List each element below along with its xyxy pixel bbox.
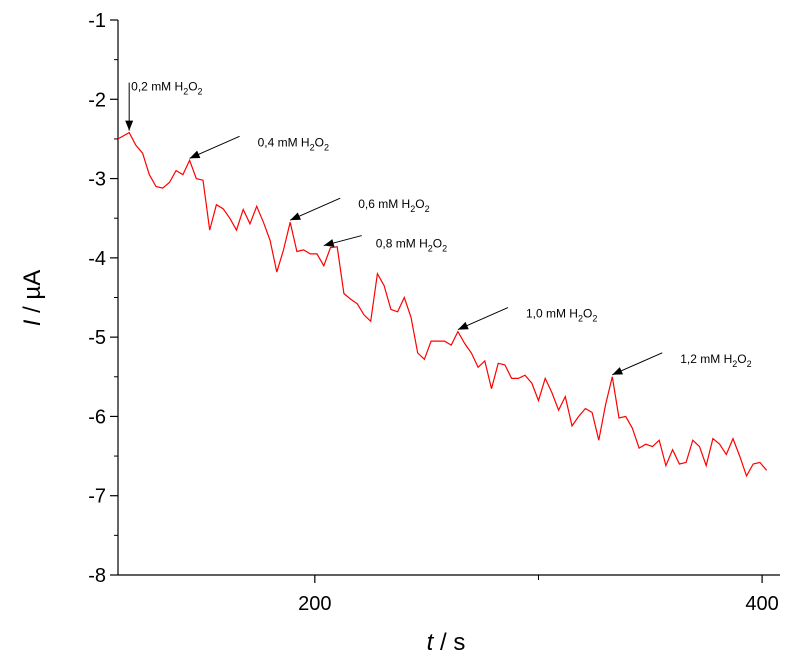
x-axis-title: t / s	[427, 629, 466, 656]
y-tick-label: -2	[88, 89, 106, 111]
annotation-arrowhead	[125, 120, 134, 131]
annotation-label: 0,4 mM H2O2	[258, 135, 329, 152]
annotation-arrowhead	[290, 212, 301, 221]
annotation-label: 0,8 mM H2O2	[376, 237, 447, 254]
y-tick-label: -4	[88, 248, 106, 270]
annotation-label: 1,0 mM H2O2	[526, 307, 597, 324]
y-tick-label: -8	[88, 565, 106, 587]
y-tick-label: -3	[88, 169, 106, 191]
y-tick-label: -6	[88, 406, 106, 428]
annotation-label: 1,2 mM H2O2	[680, 352, 751, 369]
tick-labels: -8 -7 -6 -5 -4 -3 -2 -1 200 400	[88, 10, 779, 615]
x-tick-label: 200	[298, 593, 331, 615]
x-tick-label: 400	[745, 593, 778, 615]
series-line	[117, 131, 768, 478]
annotation-arrowhead	[612, 367, 624, 375]
y-tick-label: -5	[88, 327, 106, 349]
axes	[117, 20, 780, 576]
annotations: 0,2 mM H2O2 0,4 mM H2O2 0,6 mM H2O2 0,8 mM …	[125, 80, 752, 376]
ticks	[110, 19, 763, 583]
annotation-arrowhead	[189, 150, 201, 159]
annotation-label: 0,6 mM H2O2	[358, 197, 429, 214]
annotation-arrowhead	[457, 321, 469, 330]
annotation-arrowhead	[323, 239, 335, 247]
y-axis-title: I / µA	[19, 270, 46, 327]
y-tick-label: -7	[88, 486, 106, 508]
y-tick-label: -1	[88, 10, 106, 32]
annotation-label: 0,2 mM H2O2	[131, 80, 202, 97]
